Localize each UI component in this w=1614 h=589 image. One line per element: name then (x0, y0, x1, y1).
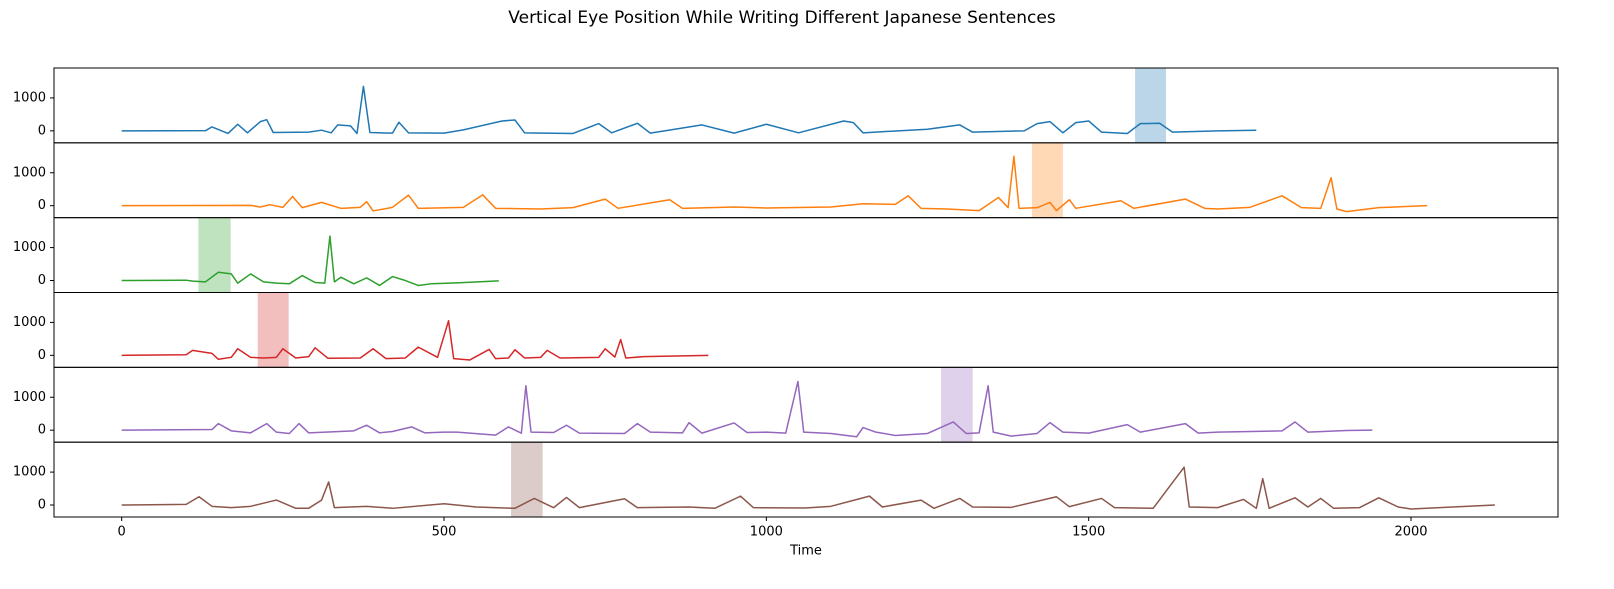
highlight-span (1135, 68, 1167, 143)
x-tick-label: 1000 (750, 525, 783, 540)
highlight-span (511, 442, 543, 517)
line (121, 466, 1495, 510)
x-tick-label: 500 (432, 525, 457, 540)
y-tick-label: 0 (38, 348, 46, 363)
y-tick-label: 0 (38, 198, 46, 213)
highlight-span (257, 292, 289, 368)
y-tick-label: 0 (38, 273, 46, 288)
y-tick-label: 1000 (13, 240, 46, 255)
line (121, 320, 709, 361)
y-tick-label: 0 (38, 423, 46, 438)
x-tick-label: 2000 (1394, 525, 1427, 540)
y-tick-label: 0 (38, 123, 46, 138)
line (121, 155, 1428, 213)
x-axis-label: Time (789, 544, 822, 559)
highlight-span (198, 217, 231, 293)
chart-title: Vertical Eye Position While Writing Diff… (508, 8, 1056, 28)
x-tick-label: 1500 (1072, 525, 1105, 540)
y-tick-label: 1000 (13, 390, 46, 405)
y-tick-label: 1000 (13, 165, 46, 180)
y-tick-label: 1000 (13, 315, 46, 330)
x-tick-label: 0 (118, 525, 126, 540)
panel-frame (53, 217, 1559, 294)
y-tick-label: 0 (38, 498, 46, 513)
line (121, 380, 1373, 438)
highlight-span (941, 367, 973, 443)
line (121, 85, 1257, 135)
y-tick-label: 1000 (13, 465, 46, 480)
line (121, 235, 499, 287)
y-tick-label: 1000 (13, 90, 46, 105)
panel-frame (53, 441, 1559, 518)
highlight-span (1031, 142, 1063, 218)
